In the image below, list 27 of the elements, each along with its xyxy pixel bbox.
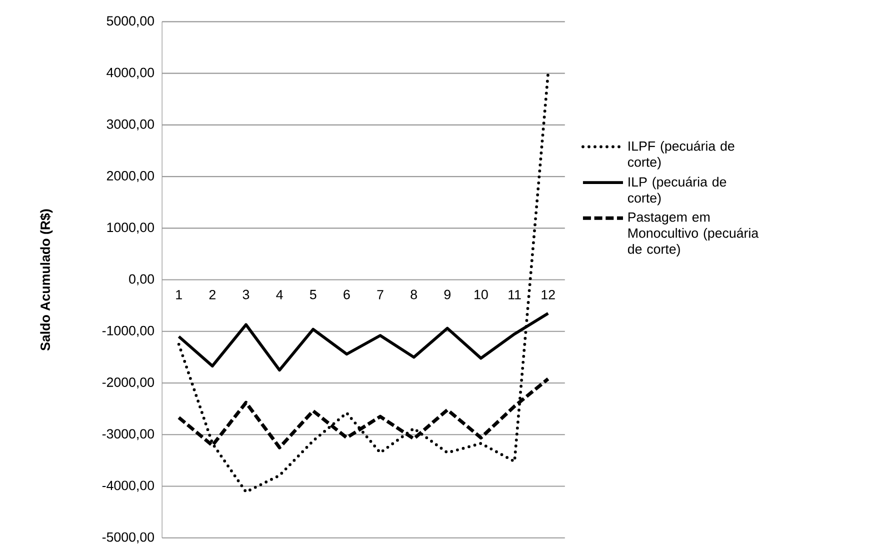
y-tick-label: 2000,00 [106,171,154,182]
x-tick-label: 5 [310,290,316,300]
y-tick-label: 0,00 [129,274,154,286]
x-tick-label: 8 [410,290,417,300]
x-tick-label: 2 [209,290,216,300]
y-tick-label: -3000,00 [102,429,154,440]
y-tick-label: 5000,00 [106,16,154,28]
y-tick-label: -2000,00 [102,378,154,389]
x-tick-label: 6 [344,290,350,300]
x-tick-label: 10 [474,290,488,300]
y-tick-label: -4000,00 [102,480,154,492]
x-tick-label: 4 [276,290,283,300]
y-tick-label: -5000,00 [102,532,154,544]
y-tick-label: 1000,00 [107,222,154,234]
y-axis-title: Saldo Acumulado (R$) [40,209,53,351]
x-tick-label: 3 [242,290,250,300]
x-tick-label: 9 [444,290,450,300]
x-tick-label: 11 [508,290,521,300]
y-tick-label: 4000,00 [106,68,154,79]
legend-label: Pastagem em Monocultivo (pecuária de corte) [628,212,759,257]
legend-label: ILP (pecuária de corte) [628,176,726,206]
x-tick-label: 7 [377,290,384,300]
y-tick-label: -1000,00 [102,326,154,337]
x-tick-label: 1 [176,290,182,300]
x-tick-label: 12 [542,290,555,300]
legend-label: ILPF (pecuária de corte) [628,140,734,170]
y-tick-label: 3000,00 [106,119,154,130]
